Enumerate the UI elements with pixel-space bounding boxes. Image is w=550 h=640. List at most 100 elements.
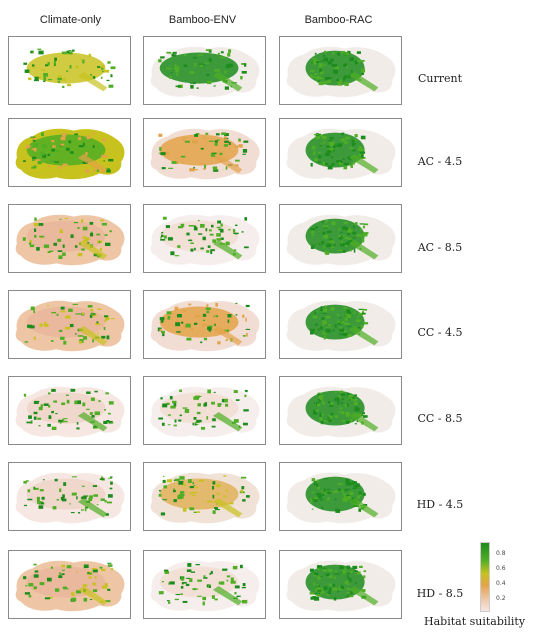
suitability-patch [193,484,196,487]
suitability-patch [346,565,351,570]
suitability-patch [210,570,213,575]
suitability-patch [243,140,249,143]
suitability-patch [92,338,94,343]
suitability-patch [59,572,61,577]
suitability-patch [101,222,107,226]
suitability-patch [57,75,62,78]
suitability-patch [347,325,352,328]
suitability-patch [327,80,332,83]
suitability-patch [174,161,179,165]
suitability-patch [207,245,211,248]
suitability-patch [338,411,341,413]
habitat-map [15,128,125,180]
suitability-patch [57,77,62,81]
suitability-patch [188,239,193,242]
suitability-patch [166,311,172,315]
suitability-patch [240,76,243,80]
suitability-patch [317,392,323,394]
suitability-patch [212,510,216,514]
suitability-patch [240,476,247,479]
suitability-patch [101,154,107,158]
suitability-patch [346,403,349,407]
suitability-patch [328,324,332,326]
suitability-patch [23,576,27,580]
suitability-patch [28,242,32,245]
suitability-patch [322,162,326,166]
suitability-patch [175,85,181,88]
suitability-patch [96,233,101,236]
suitability-patch [312,412,318,415]
suitability-patch [331,402,334,405]
suitability-patch [226,575,231,578]
suitability-patch [59,488,62,493]
suitability-patch [180,491,185,494]
habitat-map [286,128,396,180]
suitability-patch [348,71,379,92]
suitability-patch [317,576,321,580]
suitability-patch [41,503,45,505]
suitability-patch [316,403,321,407]
suitability-patch [34,234,37,238]
suitability-patch [177,245,181,248]
suitability-patch [84,237,90,241]
suitability-patch [349,482,355,484]
suitability-patch [201,325,204,328]
suitability-patch [202,601,205,606]
suitability-patch [204,62,210,64]
suitability-patch [318,81,324,86]
suitability-patch [220,51,224,54]
suitability-patch [47,79,52,81]
suitability-patch [316,584,319,586]
suitability-patch [185,323,191,328]
suitability-patch [346,413,350,417]
suitability-patch [59,218,62,220]
suitability-patch [110,74,113,78]
suitability-patch [332,587,338,591]
suitability-patch [51,388,56,392]
suitability-patch [314,73,319,75]
suitability-patch [109,230,112,233]
suitability-patch [70,234,74,238]
suitability-patch [74,245,78,248]
suitability-patch [340,160,343,164]
suitability-patch [167,237,173,241]
suitability-patch [321,71,324,74]
suitability-patch [347,334,353,337]
suitability-patch [327,415,333,419]
habitat-map [15,300,125,352]
suitability-patch [192,491,198,494]
suitability-patch [318,66,322,68]
suitability-patch [312,57,317,59]
suitability-patch [317,393,321,396]
suitability-patch [334,573,340,575]
suitability-patch [314,52,317,55]
suitability-patch [188,303,192,306]
suitability-patch [245,317,247,322]
suitability-patch [165,225,170,229]
suitability-area [305,304,365,340]
suitability-patch [186,569,192,572]
suitability-patch [352,161,355,165]
suitability-patch [47,392,51,395]
suitability-patch [362,225,365,229]
suitability-patch [159,147,162,151]
map-panel [143,118,266,187]
suitability-patch [62,77,66,82]
suitability-patch [62,418,65,420]
suitability-patch [182,507,187,512]
suitability-patch [332,51,335,55]
suitability-patch [352,481,357,484]
suitability-patch [75,590,82,594]
suitability-patch [66,315,71,319]
legend-tick: 0.8 [496,550,506,557]
suitability-patch [76,427,80,430]
suitability-patch [326,326,331,328]
suitability-patch [314,311,317,315]
suitability-patch [318,587,324,590]
column-header: Bamboo-ENV [168,14,237,26]
suitability-patch [346,323,351,326]
suitability-patch [317,584,320,588]
suitability-patch [110,481,113,485]
suitability-patch [233,390,238,394]
suitability-patch [213,391,216,393]
